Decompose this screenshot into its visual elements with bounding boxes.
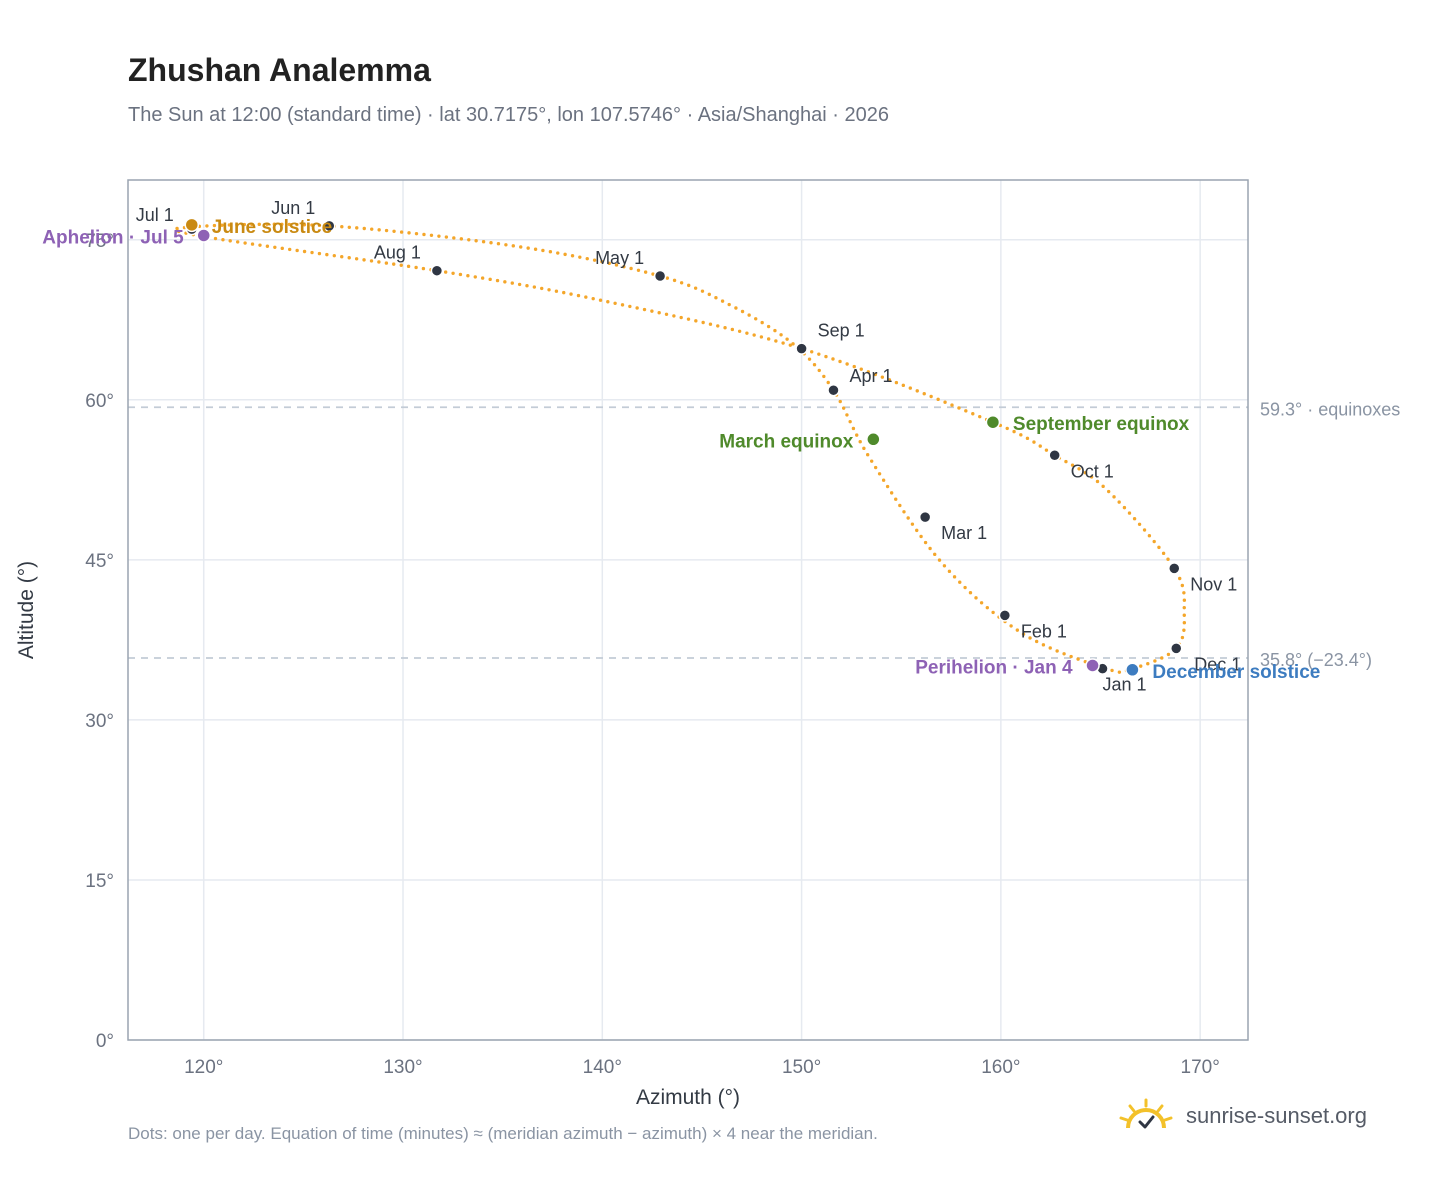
month-marker-label: Jul 1: [136, 205, 174, 225]
month-marker: [1048, 449, 1061, 462]
reference-lines-layer: 59.3° · equinoxes 35.8° (−23.4°): [128, 399, 1400, 670]
x-tick-label: 130°: [383, 1057, 422, 1078]
month-marker: [323, 219, 336, 233]
y-tick-label: 15°: [85, 871, 114, 892]
brand-logo[interactable]: sunrise-sunset.org: [1118, 1098, 1367, 1134]
month-marker-label: Apr 1: [849, 366, 892, 386]
event-marker: [184, 217, 200, 233]
month-marker: [918, 510, 932, 524]
month-marker-label: Aug 1: [374, 243, 421, 263]
month-marker-label: Jan 1: [1103, 675, 1147, 695]
month-markers-layer: Jan 1 Feb 1 Mar 1 Apr 1 May 1 Jun 1 Jul 1 Aug 1…: [136, 198, 1242, 695]
event-marker: [866, 432, 881, 447]
event-marker-label: March equinox: [719, 431, 854, 452]
x-axis-label: Azimuth (°): [636, 1086, 740, 1109]
month-marker-label: Jun 1: [271, 198, 315, 218]
month-marker: [430, 264, 444, 277]
x-tick-label: 160°: [981, 1057, 1020, 1078]
event-marker: [1125, 662, 1140, 678]
month-marker-label: Oct 1: [1071, 461, 1114, 481]
event-marker-label: Perihelion · Jan 4: [915, 657, 1073, 678]
event-marker: [196, 228, 211, 243]
y-tick-label: 60°: [85, 391, 114, 412]
x-tick-label: 140°: [583, 1057, 622, 1078]
sun-logo-icon: [1119, 1098, 1173, 1129]
reference-line-label: 35.8° (−23.4°): [1260, 650, 1372, 670]
event-marker-label: September equinox: [1013, 414, 1190, 435]
month-marker-label: Feb 1: [1021, 621, 1067, 641]
month-marker-label: Dec 1: [1194, 654, 1241, 674]
analemma-curve: [172, 222, 1187, 674]
month-marker-label: Mar 1: [941, 523, 987, 543]
event-marker-label: Aphelion · Jul 5: [42, 227, 184, 248]
y-tick-label: 0°: [96, 1031, 114, 1052]
x-tick-label: 150°: [782, 1057, 821, 1078]
tick-labels-layer: 120° 130° 140° 150° 160° 170° 0° 15° 30° 45° 60° 75…: [85, 231, 1220, 1078]
y-tick-label: 30°: [85, 711, 114, 732]
month-marker: [795, 342, 808, 355]
month-marker: [998, 609, 1012, 622]
analemma-curve-layer: [172, 222, 1187, 674]
event-markers-layer: June solstice Aphelion · Jul 5 March equin…: [42, 217, 1320, 683]
chart-title: Zhushan Analemma: [128, 52, 431, 88]
month-marker: [1170, 642, 1183, 655]
month-marker: [653, 269, 667, 283]
event-marker: [985, 414, 1001, 430]
event-marker-label: June solstice: [212, 217, 332, 238]
month-marker: [1168, 562, 1181, 575]
chart-subtitle: The Sun at 12:00 (standard time) · lat 3…: [128, 104, 889, 126]
plot-frame: [127, 179, 1249, 1041]
x-tick-label: 170°: [1181, 1057, 1220, 1078]
footnote: Dots: one per day. Equation of time (min…: [128, 1124, 878, 1143]
reference-line-label: 59.3° · equinoxes: [1260, 399, 1400, 419]
x-tick-label: 120°: [184, 1057, 223, 1078]
y-axis-label: Altitude (°): [15, 561, 38, 659]
month-marker-label: Sep 1: [818, 321, 865, 341]
month-marker-label: Nov 1: [1190, 574, 1237, 594]
grid-layer: [128, 180, 1248, 1041]
event-marker: [1085, 658, 1100, 673]
brand-name: sunrise-sunset.org: [1186, 1103, 1367, 1128]
y-tick-label: 45°: [85, 551, 114, 572]
month-marker: [827, 383, 840, 397]
event-marker-label: December solstice: [1152, 662, 1320, 683]
y-tick-label: 75°: [85, 231, 114, 252]
month-marker-label: May 1: [595, 248, 644, 268]
